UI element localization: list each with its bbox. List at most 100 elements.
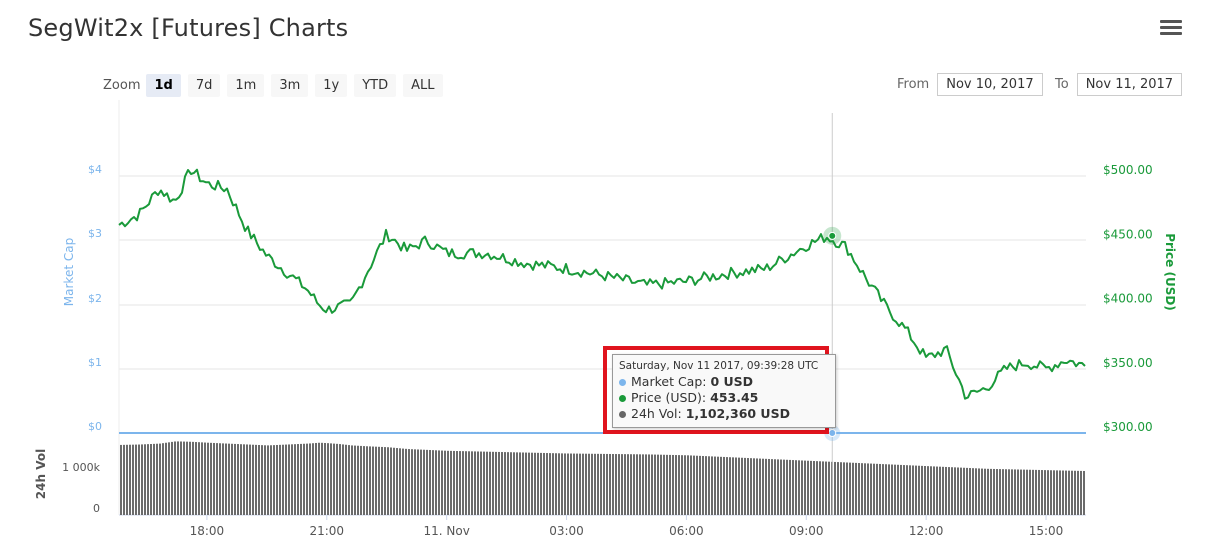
- volume-bar: [1002, 469, 1004, 515]
- zoom-selector: Zoom 1d 7d 1m 3m 1y YTD ALL: [103, 74, 450, 97]
- volume-bar: [573, 453, 575, 515]
- volume-bar: [873, 463, 875, 515]
- volume-axis-title: 24h Vol: [34, 449, 48, 499]
- zoom-button-3m[interactable]: 3m: [271, 74, 309, 97]
- volume-tick-label: 1 000k: [62, 461, 100, 474]
- volume-bar: [576, 453, 578, 515]
- volume-bar: [615, 454, 617, 515]
- volume-bar: [1023, 469, 1025, 515]
- volume-bar: [438, 450, 440, 515]
- zoom-button-7d[interactable]: 7d: [187, 74, 221, 97]
- to-date-input[interactable]: Nov 11, 2017: [1076, 73, 1183, 96]
- volume-bar: [495, 451, 497, 515]
- volume-bar: [522, 452, 524, 515]
- zoom-button-1m[interactable]: 1m: [227, 74, 265, 97]
- volume-bar: [585, 453, 587, 515]
- volume-bar: [213, 442, 215, 515]
- volume-bar: [249, 444, 251, 515]
- volume-bar: [390, 447, 392, 515]
- volume-bar: [723, 456, 725, 515]
- volume-bar: [969, 468, 971, 515]
- volume-bar: [267, 445, 269, 515]
- volume-bar: [339, 444, 341, 515]
- x-tick-label: 18:00: [190, 524, 225, 538]
- volume-bar: [834, 461, 836, 515]
- volume-bar: [564, 453, 566, 515]
- volume-bar: [465, 451, 467, 515]
- volume-bar: [999, 469, 1001, 515]
- volume-bar: [708, 456, 710, 515]
- volume-bar: [717, 456, 719, 515]
- volume-bar: [531, 452, 533, 515]
- volume-bar: [246, 444, 248, 515]
- volume-bar: [426, 449, 428, 515]
- volume-bar: [345, 444, 347, 515]
- to-label: To: [1055, 77, 1069, 92]
- volume-bar: [795, 460, 797, 515]
- volume-bar: [435, 450, 437, 515]
- volume-bar: [444, 450, 446, 515]
- volume-bar: [933, 466, 935, 515]
- volume-bar: [432, 450, 434, 515]
- volume-bar: [726, 457, 728, 515]
- volume-bar: [369, 446, 371, 515]
- volume-bar: [663, 454, 665, 515]
- volume-bar: [996, 469, 998, 515]
- volume-bar: [930, 466, 932, 515]
- zoom-button-all[interactable]: ALL: [403, 74, 443, 97]
- volume-bar: [1062, 470, 1064, 515]
- zoom-button-1y[interactable]: 1y: [315, 74, 348, 97]
- date-range-from: From Nov 10, 2017: [897, 73, 1043, 96]
- volume-bar: [558, 453, 560, 515]
- volume-bar: [720, 456, 722, 515]
- volume-dot-icon: [619, 411, 626, 418]
- volume-bar: [1008, 469, 1010, 515]
- volume-bar: [888, 464, 890, 515]
- volume-bar: [1017, 469, 1019, 515]
- volume-bar: [735, 457, 737, 515]
- volume-bar: [570, 453, 572, 515]
- volume-bar: [597, 453, 599, 515]
- volume-bar: [450, 450, 452, 515]
- volume-bar: [1029, 469, 1031, 515]
- volume-bar: [459, 451, 461, 515]
- zoom-button-ytd[interactable]: YTD: [354, 74, 397, 97]
- volume-bar: [282, 444, 284, 515]
- volume-bar: [777, 459, 779, 515]
- volume-bar: [849, 462, 851, 515]
- volume-bar: [513, 452, 515, 515]
- volume-bar: [378, 446, 380, 515]
- volume-bar: [330, 443, 332, 515]
- volume-bar: [837, 462, 839, 515]
- volume-bar: [429, 450, 431, 515]
- volume-bar: [243, 444, 245, 515]
- volume-bar: [375, 446, 377, 515]
- volume-bar: [228, 443, 230, 515]
- price-line: [118, 168, 1086, 400]
- volume-bar: [1074, 470, 1076, 515]
- volume-bar: [294, 444, 296, 515]
- volume-bar: [567, 453, 569, 515]
- volume-bar: [504, 452, 506, 515]
- volume-bar: [1053, 470, 1055, 515]
- hamburger-menu-icon[interactable]: [1160, 20, 1182, 38]
- volume-bar: [657, 454, 659, 515]
- volume-bar: [399, 448, 401, 515]
- volume-bar: [759, 458, 761, 515]
- volume-bar: [714, 456, 716, 515]
- x-tick-label: 21:00: [309, 524, 344, 538]
- zoom-button-1d[interactable]: 1d: [146, 74, 181, 97]
- volume-bar: [120, 444, 122, 515]
- from-date-input[interactable]: Nov 10, 2017: [937, 73, 1043, 96]
- volume-bar: [273, 445, 275, 515]
- price-tick-label: $400.00: [1103, 292, 1153, 306]
- volume-bar: [750, 458, 752, 515]
- x-tick-label: 06:00: [669, 524, 704, 538]
- volume-bar: [687, 455, 689, 515]
- volume-bar: [780, 459, 782, 515]
- volume-bar: [165, 442, 167, 515]
- volume-bar: [141, 444, 143, 515]
- volume-bar: [972, 468, 974, 515]
- volume-bar: [906, 465, 908, 515]
